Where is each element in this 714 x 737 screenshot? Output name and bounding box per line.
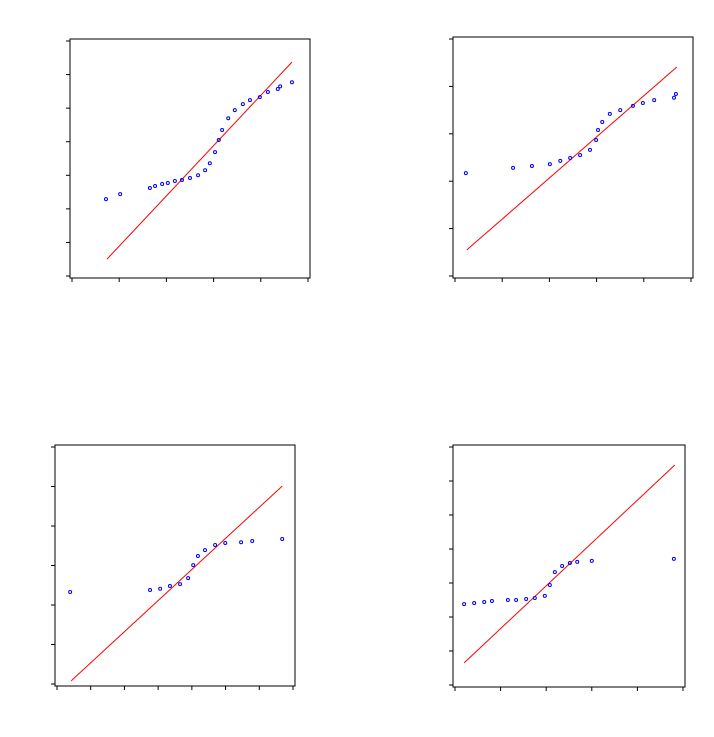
data-point — [594, 137, 599, 142]
data-point — [220, 127, 225, 132]
data-point — [289, 80, 294, 85]
data-point — [118, 192, 123, 197]
plot-frame — [452, 36, 694, 279]
data-point — [568, 155, 573, 160]
plot-frame — [452, 444, 686, 688]
data-point — [160, 182, 165, 187]
data-point — [578, 153, 583, 158]
data-point — [596, 128, 601, 133]
data-point — [103, 197, 108, 202]
data-point — [463, 171, 468, 176]
data-point — [552, 570, 557, 575]
data-point — [223, 540, 228, 545]
data-point — [640, 100, 645, 105]
data-point — [247, 98, 252, 103]
data-point — [560, 564, 565, 568]
data-point — [524, 596, 529, 601]
data-point — [167, 584, 172, 589]
data-point — [607, 111, 612, 116]
data-point — [148, 587, 153, 592]
data-point — [265, 90, 270, 95]
data-point — [532, 595, 537, 600]
reference-line — [70, 485, 283, 682]
data-point — [179, 177, 184, 182]
data-point — [68, 589, 73, 594]
data-point — [165, 181, 170, 186]
data-point — [239, 540, 244, 545]
data-point — [587, 147, 592, 152]
data-point — [600, 119, 605, 124]
data-point — [196, 173, 201, 178]
data-point — [278, 84, 283, 89]
data-point — [462, 602, 467, 607]
data-point — [147, 186, 152, 191]
data-point — [511, 165, 516, 170]
data-point — [575, 559, 580, 564]
data-point — [240, 102, 245, 107]
data-point — [671, 556, 676, 561]
data-point — [158, 586, 163, 591]
data-point — [505, 598, 510, 602]
data-point — [226, 116, 231, 121]
data-point — [153, 184, 158, 189]
data-point — [207, 161, 212, 166]
data-point — [280, 537, 285, 542]
data-point — [213, 150, 218, 155]
data-point — [250, 539, 255, 544]
data-point — [618, 108, 623, 113]
data-point — [472, 601, 477, 606]
data-point — [547, 583, 552, 588]
data-point — [652, 98, 657, 103]
data-point — [191, 563, 196, 568]
data-point — [547, 162, 552, 167]
data-point — [172, 178, 177, 183]
data-point — [489, 599, 494, 604]
data-point — [673, 91, 678, 96]
data-point — [558, 158, 563, 163]
data-point — [213, 542, 218, 547]
data-point — [542, 593, 547, 598]
data-point — [186, 576, 191, 581]
data-point — [216, 138, 221, 143]
plot-frame — [69, 38, 311, 279]
data-point — [178, 582, 183, 587]
data-point — [567, 560, 572, 565]
plot-frame — [54, 444, 296, 687]
data-point — [482, 600, 487, 605]
data-point — [257, 95, 262, 100]
reference-line — [106, 61, 293, 260]
data-point — [203, 168, 208, 173]
data-point — [275, 87, 280, 92]
data-point — [514, 598, 519, 602]
data-point — [188, 175, 192, 180]
data-point — [589, 558, 594, 563]
data-point — [672, 95, 677, 100]
data-point — [203, 548, 208, 553]
data-point — [630, 103, 635, 108]
data-point — [529, 164, 534, 169]
data-point — [195, 554, 200, 559]
data-point — [232, 108, 237, 113]
